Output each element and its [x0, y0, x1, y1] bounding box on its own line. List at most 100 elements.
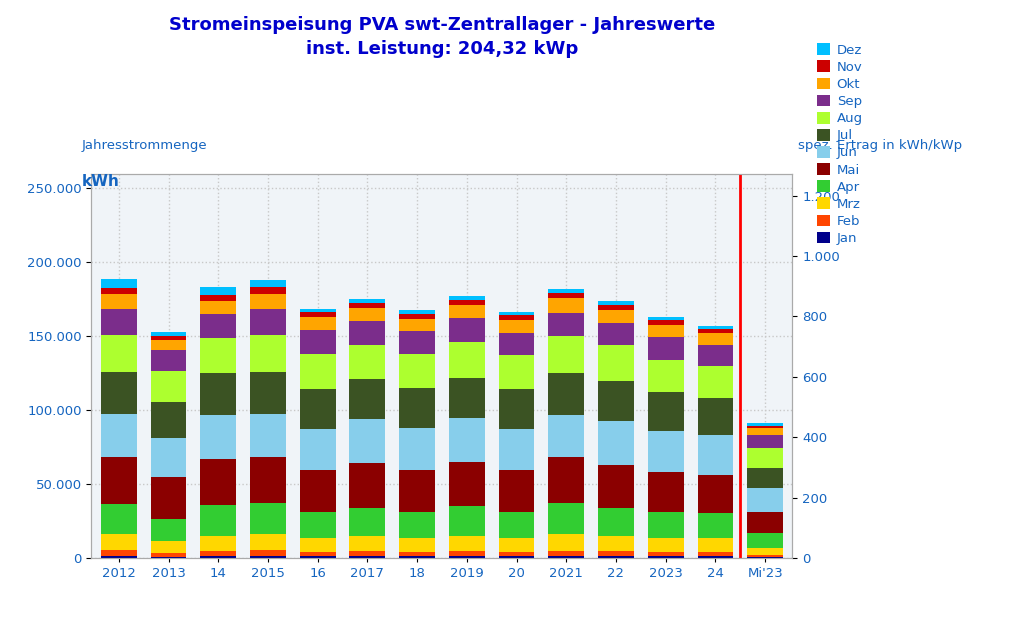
Bar [698, 326, 734, 329]
Bar [648, 512, 684, 539]
Text: spez. Ertrag in kWh/kWp: spez. Ertrag in kWh/kWp [798, 139, 962, 152]
Text: Stromeinspeisung PVA swt-Zentrallager - Jahreswerte: Stromeinspeisung PVA swt-Zentrallager - … [169, 16, 715, 33]
Bar [698, 552, 734, 556]
Bar [648, 337, 684, 360]
Bar [549, 312, 584, 336]
Bar [101, 294, 137, 309]
Text: Jahresstrommenge: Jahresstrommenge [81, 139, 207, 152]
Bar [449, 305, 485, 319]
Bar [449, 417, 485, 462]
Bar [648, 325, 684, 337]
Bar [300, 556, 335, 558]
Bar [598, 381, 634, 420]
Bar [300, 317, 335, 330]
Bar [350, 508, 385, 536]
Bar [747, 547, 783, 555]
Bar [399, 556, 435, 558]
Bar [200, 536, 236, 551]
Bar [499, 471, 534, 512]
Bar [150, 371, 186, 402]
Bar [698, 435, 734, 475]
Bar [399, 353, 435, 388]
Bar [200, 314, 236, 338]
Bar [250, 414, 285, 457]
Bar [648, 430, 684, 472]
Bar [747, 489, 783, 512]
Bar [698, 398, 734, 435]
Bar [399, 428, 435, 471]
Bar [698, 333, 734, 345]
Bar [250, 534, 285, 550]
Bar [499, 389, 534, 429]
Bar [399, 512, 435, 539]
Bar [598, 508, 634, 536]
Bar [399, 552, 435, 556]
Bar [350, 379, 385, 419]
Bar [350, 345, 385, 379]
Bar [648, 539, 684, 552]
Bar [449, 296, 485, 300]
Bar [747, 428, 783, 435]
Bar [399, 471, 435, 512]
Bar [747, 533, 783, 547]
Bar [549, 556, 584, 558]
Bar [549, 373, 584, 415]
Bar [499, 333, 534, 355]
Bar [499, 539, 534, 552]
Bar [350, 321, 385, 345]
Bar [399, 388, 435, 428]
Bar [250, 556, 285, 558]
Bar [598, 311, 634, 323]
Bar [101, 280, 137, 288]
Bar [250, 309, 285, 335]
Bar [399, 332, 435, 353]
Bar [499, 315, 534, 321]
Bar [350, 463, 385, 508]
Bar [150, 438, 186, 477]
Bar [350, 551, 385, 556]
Bar [300, 389, 335, 429]
Bar [150, 336, 186, 340]
Bar [399, 539, 435, 552]
Bar [101, 534, 137, 550]
Bar [101, 556, 137, 558]
Bar [499, 512, 534, 539]
Bar [449, 556, 485, 558]
Bar [399, 314, 435, 319]
Bar [499, 552, 534, 556]
Bar [747, 557, 783, 558]
Bar [150, 402, 186, 438]
Bar [250, 335, 285, 373]
Bar [549, 551, 584, 556]
Bar [648, 552, 684, 556]
Bar [300, 309, 335, 312]
Bar [150, 557, 186, 558]
Bar [300, 330, 335, 353]
Bar [200, 373, 236, 415]
Bar [300, 471, 335, 512]
Text: kWh: kWh [81, 174, 119, 189]
Bar [399, 319, 435, 332]
Bar [150, 332, 186, 336]
Bar [549, 298, 584, 312]
Bar [449, 536, 485, 551]
Bar [200, 459, 236, 505]
Bar [598, 345, 634, 381]
Bar [101, 414, 137, 457]
Bar [499, 311, 534, 315]
Bar [499, 321, 534, 333]
Bar [648, 556, 684, 558]
Bar [101, 309, 137, 335]
Bar [101, 504, 137, 534]
Bar [449, 462, 485, 507]
Bar [747, 555, 783, 557]
Bar [449, 300, 485, 305]
Bar [698, 475, 734, 513]
Bar [250, 280, 285, 288]
Bar [101, 288, 137, 294]
Bar [598, 465, 634, 508]
Bar [549, 293, 584, 298]
Bar [250, 288, 285, 294]
Bar [449, 551, 485, 556]
Bar [598, 420, 634, 465]
